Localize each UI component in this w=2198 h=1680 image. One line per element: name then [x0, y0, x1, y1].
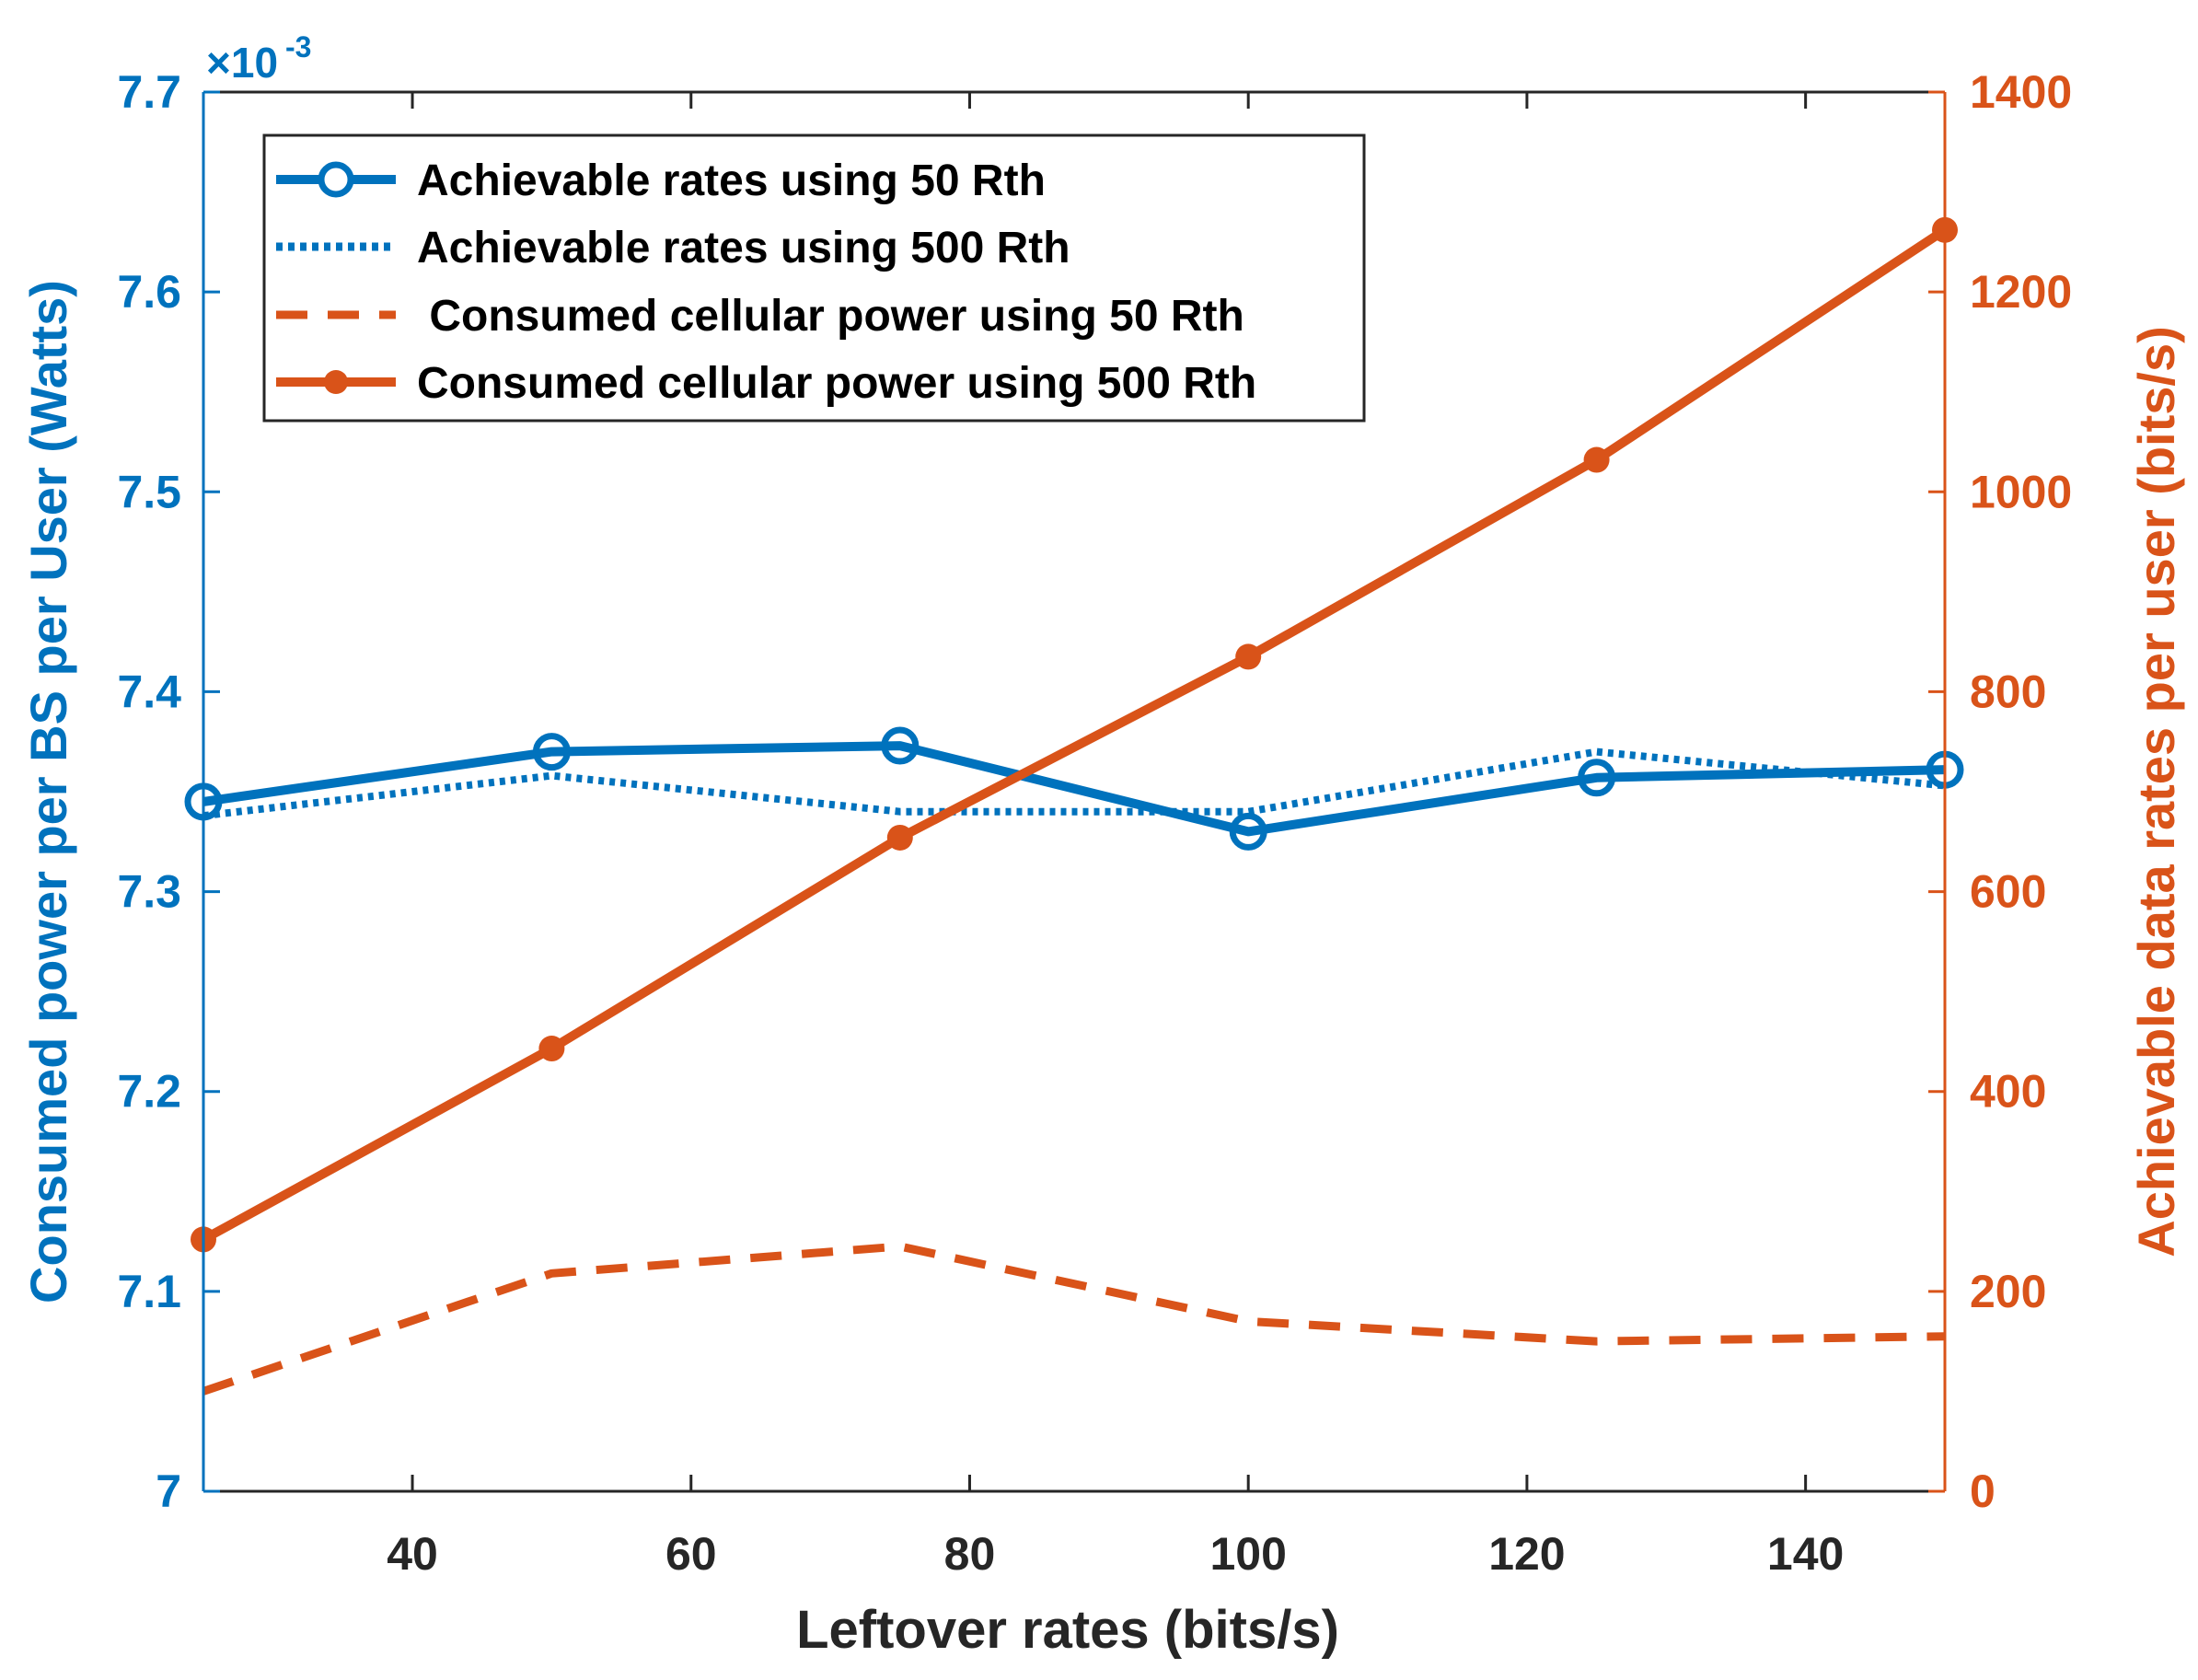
legend: Achievable rates using 50 Rth Achievable… [262, 133, 1366, 423]
legend-marker-dot [324, 370, 348, 394]
series-1-point [881, 726, 920, 765]
series-line-3 [202, 1242, 1946, 1396]
x-tick-label: 80 [944, 1528, 996, 1580]
right-y-tick-label: 400 [1970, 1066, 2046, 1118]
legend-entry-series-3: Consumed cellular power using 50 Rth [276, 292, 1244, 341]
right-y-tick-label: 800 [1970, 666, 2046, 717]
left-y-tick-label: 7 [156, 1466, 181, 1517]
left-axis-exponent: ×10 -3 [206, 30, 311, 87]
left-y-tick-label: 7.3 [117, 866, 181, 918]
left-y-tick-label: 7.1 [117, 1266, 181, 1317]
right-y-tick-label: 1400 [1970, 66, 2072, 118]
left-exponent-base: ×10 [206, 39, 278, 87]
x-tick-label: 120 [1488, 1528, 1565, 1580]
x-tick-label: 140 [1767, 1528, 1844, 1580]
left-y-tick-label: 7.2 [117, 1066, 181, 1118]
left-y-tick-label: 7.5 [117, 466, 181, 517]
left-exponent-power: -3 [285, 30, 311, 64]
series-4-point [886, 824, 913, 851]
x-axis-label: Leftover rates (bits/s) [796, 1600, 1339, 1660]
series-1-point [532, 733, 571, 771]
legend-label-series-1: Achievable rates using 50 Rth [417, 156, 1046, 205]
right-y-tick-label: 0 [1970, 1466, 1996, 1517]
right-y-tick-label: 1000 [1970, 466, 2072, 517]
series-1-point [1229, 812, 1267, 851]
series-line-2 [202, 747, 1946, 820]
legend-label-series-3: Consumed cellular power using 50 Rth [417, 292, 1244, 341]
x-tick-label: 40 [387, 1528, 438, 1580]
legend-label-series-4: Consumed cellular power using 500 Rth [417, 359, 1256, 408]
series-line-4 [201, 226, 1948, 1244]
series-1-point [1578, 759, 1616, 797]
legend-entry-series-4: Consumed cellular power using 500 Rth [276, 359, 1256, 408]
left-y-tick-label: 7.7 [117, 66, 181, 118]
right-y-tick-label: 600 [1970, 866, 2046, 918]
left-axis-label: Consumed power per BS per User (Watts) [19, 280, 77, 1303]
right-y-tick-label: 1200 [1970, 266, 2072, 318]
legend-entry-series-1: Achievable rates using 50 Rth [276, 156, 1046, 205]
right-axis-label: Achievable data rates per user (bits/s) [2127, 326, 2185, 1257]
legend-marker-circle [318, 161, 354, 198]
left-y-tick-label: 7.4 [117, 666, 181, 717]
legend-label-series-2: Achievable rates using 500 Rth [417, 224, 1070, 272]
x-tick-label: 60 [665, 1528, 717, 1580]
right-y-tick-label: 200 [1970, 1266, 2046, 1317]
axes-layer [202, 90, 1947, 1493]
series-4-point [538, 1036, 565, 1062]
legend-box [262, 133, 1366, 423]
legend-entry-series-2: Achievable rates using 500 Rth [276, 224, 1070, 272]
ticks-layer: 40 60 80 100 120 140 7 7.1 7.2 7.3 7.4 7.5 7.6 7.7 0 20… [117, 66, 2072, 1580]
series-4-point [1235, 643, 1262, 670]
series-4-point [1583, 446, 1610, 473]
series-line-1 [202, 741, 1946, 837]
x-tick-label: 100 [1209, 1528, 1286, 1580]
left-y-tick-label: 7.6 [117, 266, 181, 318]
